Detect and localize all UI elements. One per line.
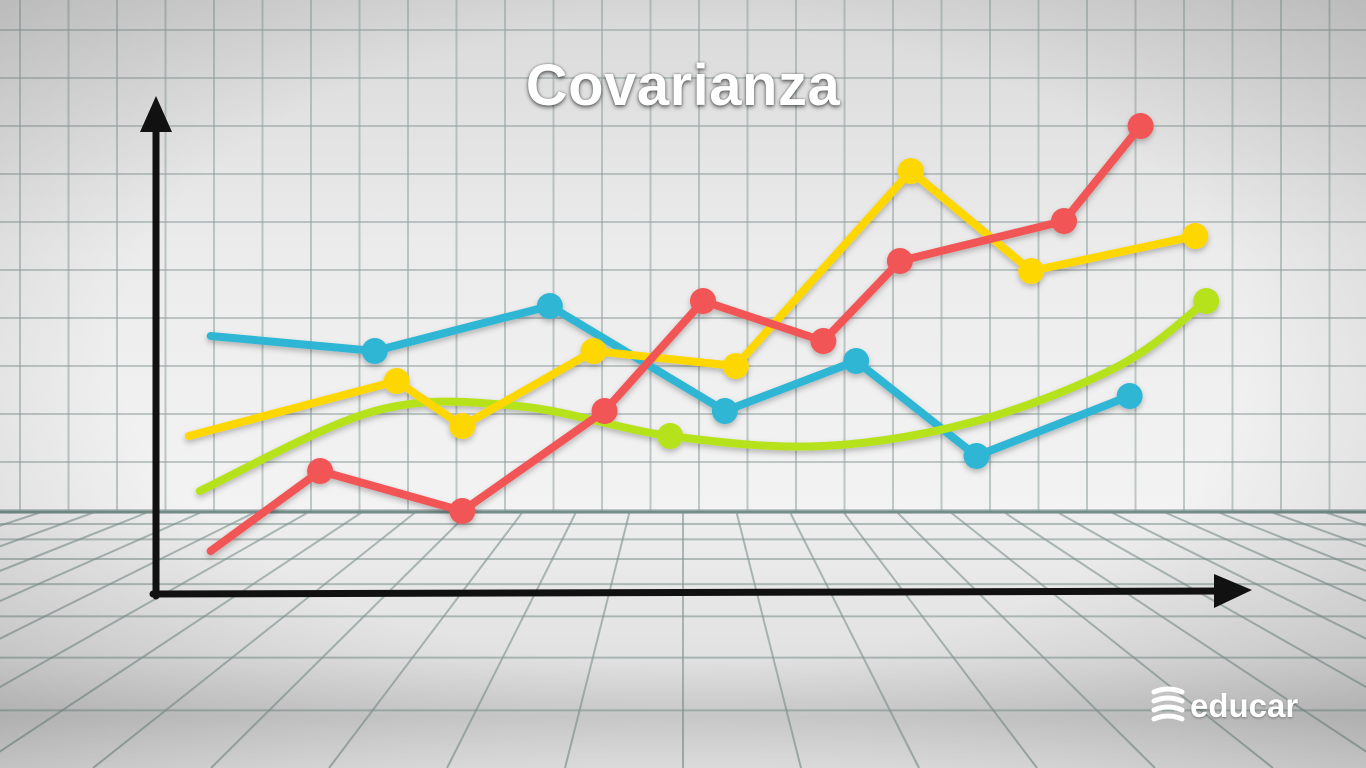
brand-logo: educar xyxy=(1150,684,1298,728)
series-cyan-point xyxy=(712,398,738,424)
series-red-point xyxy=(887,248,913,274)
series-yellow-point xyxy=(581,338,607,364)
series-red-point xyxy=(810,328,836,354)
brand-name: educar xyxy=(1190,687,1298,725)
series-cyan-point xyxy=(1117,383,1143,409)
series-cyan-point xyxy=(537,293,563,319)
series-yellow-point xyxy=(384,368,410,394)
series-cyan-point xyxy=(362,338,388,364)
series-red-point xyxy=(592,398,618,424)
x-axis xyxy=(153,591,1226,594)
series-cyan-point xyxy=(843,348,869,374)
educar-logo-icon xyxy=(1150,686,1186,726)
series-cyan-point xyxy=(964,443,990,469)
series-green-point xyxy=(1193,288,1219,314)
series-yellow-point xyxy=(1018,258,1044,284)
series-yellow-point xyxy=(898,158,924,184)
series-red-point xyxy=(1051,208,1077,234)
series-green-point xyxy=(657,423,683,449)
series-yellow-point xyxy=(1182,223,1208,249)
series-red-point xyxy=(690,288,716,314)
series-yellow-point xyxy=(723,353,749,379)
page-title: Covarianza xyxy=(0,52,1366,119)
series-red-point xyxy=(449,498,475,524)
series-yellow-point xyxy=(449,413,475,439)
series-red-point xyxy=(307,458,333,484)
